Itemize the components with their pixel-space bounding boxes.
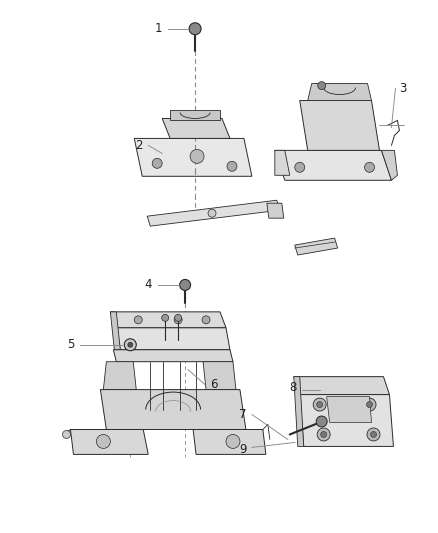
Polygon shape [294,377,304,447]
Polygon shape [147,200,280,226]
Circle shape [227,161,237,171]
Polygon shape [327,397,371,423]
Text: 5: 5 [67,338,74,351]
Circle shape [175,314,182,321]
Circle shape [367,428,380,441]
Circle shape [189,23,201,35]
Circle shape [321,432,327,438]
Text: 8: 8 [290,381,297,394]
Circle shape [208,209,216,217]
Circle shape [190,149,204,163]
Circle shape [313,398,326,411]
Circle shape [202,316,210,324]
Polygon shape [110,312,120,350]
Circle shape [295,163,305,172]
Polygon shape [275,150,290,175]
Circle shape [317,401,323,408]
Circle shape [96,434,110,448]
Circle shape [226,434,240,448]
Circle shape [371,432,377,438]
Circle shape [363,398,376,411]
Polygon shape [113,350,233,362]
Circle shape [180,279,191,290]
Text: 6: 6 [210,378,218,391]
Circle shape [174,316,182,324]
Circle shape [128,342,133,347]
Circle shape [318,82,326,90]
Polygon shape [100,390,246,430]
Circle shape [317,428,330,441]
Polygon shape [295,238,338,255]
Text: 7: 7 [240,408,247,421]
Circle shape [364,163,374,172]
Polygon shape [300,101,379,150]
Text: 1: 1 [155,22,162,35]
Polygon shape [117,328,230,350]
Polygon shape [275,150,392,180]
Polygon shape [193,430,266,455]
Polygon shape [300,394,393,447]
Text: 2: 2 [135,139,142,152]
Circle shape [316,416,327,427]
Circle shape [162,314,169,321]
Polygon shape [294,377,389,394]
Circle shape [152,158,162,168]
Polygon shape [267,203,284,218]
Text: 9: 9 [240,443,247,456]
Circle shape [134,316,142,324]
Text: 4: 4 [145,278,152,292]
Circle shape [124,339,136,351]
Circle shape [63,431,71,439]
Polygon shape [103,362,136,390]
Polygon shape [381,150,397,180]
Polygon shape [308,84,371,101]
Polygon shape [134,139,252,176]
Polygon shape [110,312,226,328]
Circle shape [367,401,372,408]
Polygon shape [170,110,220,120]
Polygon shape [71,430,148,455]
Text: 3: 3 [399,82,407,95]
Polygon shape [162,118,230,139]
Polygon shape [203,362,236,390]
